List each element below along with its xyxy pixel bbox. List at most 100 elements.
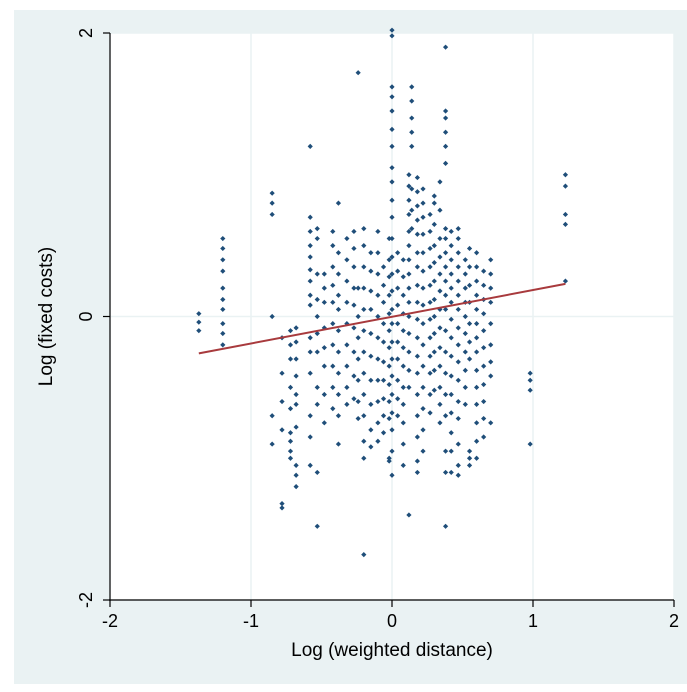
data-point [389, 427, 395, 433]
data-point [307, 214, 313, 220]
data-point [293, 325, 299, 331]
data-point [314, 313, 320, 320]
data-point [466, 462, 473, 468]
data-point [389, 126, 395, 132]
data-point [474, 438, 480, 444]
data-point [389, 391, 395, 398]
data-point [386, 458, 392, 464]
data-point [455, 472, 461, 478]
data-point [474, 292, 480, 298]
data-point [380, 282, 387, 288]
data-point [455, 441, 461, 447]
x-tick-label: 1 [528, 611, 538, 631]
data-point [344, 278, 350, 284]
data-point [355, 398, 361, 405]
data-point [196, 311, 202, 317]
data-point [442, 328, 449, 334]
data-point [293, 424, 299, 430]
data-point [409, 129, 415, 135]
data-point [335, 413, 342, 419]
data-point [400, 420, 406, 426]
data-point [527, 387, 533, 393]
data-point [293, 373, 299, 379]
data-point [431, 278, 437, 284]
data-point [442, 523, 449, 529]
data-point [437, 207, 443, 213]
data-point [462, 349, 468, 355]
data-point [427, 264, 433, 270]
data-point [269, 313, 275, 320]
data-point [406, 271, 412, 277]
data-point [307, 143, 313, 149]
data-point [287, 384, 294, 390]
data-point [431, 387, 437, 393]
data-point [287, 342, 294, 348]
data-point [220, 235, 226, 242]
data-point [474, 367, 480, 373]
data-point [437, 401, 443, 407]
data-point [344, 342, 350, 348]
data-point [406, 228, 412, 235]
data-point [314, 330, 320, 337]
data-point [314, 469, 320, 476]
data-point [442, 235, 449, 242]
data-point [414, 434, 420, 440]
data-point [455, 359, 461, 365]
data-point [196, 319, 202, 325]
data-point [409, 143, 415, 149]
data-point [414, 174, 420, 181]
data-point [335, 349, 342, 355]
data-point [409, 226, 415, 232]
data-point [344, 299, 350, 305]
data-point [386, 274, 392, 280]
data-point [351, 264, 357, 270]
data-point [562, 172, 569, 178]
data-point [488, 271, 494, 277]
data-point [420, 250, 426, 256]
data-point [400, 401, 406, 407]
data-point [427, 211, 433, 218]
data-point [488, 299, 494, 305]
data-point [442, 448, 449, 454]
data-point [400, 274, 406, 280]
data-point [307, 434, 313, 440]
data-point [269, 413, 275, 419]
data-point [321, 299, 327, 305]
data-point [375, 228, 381, 235]
data-point [380, 299, 387, 305]
data-point [414, 469, 420, 476]
data-point [220, 296, 226, 303]
data-point [414, 189, 420, 195]
data-point [361, 285, 367, 291]
data-point [395, 413, 401, 419]
data-point [389, 84, 395, 90]
data-point [380, 396, 387, 402]
data-point [361, 370, 367, 376]
data-point [474, 420, 480, 426]
data-point [375, 335, 381, 341]
data-point [437, 384, 443, 390]
data-point [389, 143, 395, 149]
data-point [448, 285, 454, 291]
data-point [389, 373, 395, 379]
tick-labels: -2 -1 0 1 2 -2 0 2 [76, 28, 679, 631]
data-point [361, 438, 367, 444]
data-point [414, 370, 420, 376]
data-point [314, 226, 320, 232]
data-point [466, 264, 473, 270]
data-point [287, 455, 294, 461]
data-point [448, 299, 454, 305]
data-point [488, 342, 494, 348]
data-point [321, 285, 327, 291]
y-axis-title: Log (fixed costs) [36, 247, 57, 386]
data-point [293, 484, 299, 490]
data-point [361, 264, 367, 270]
data-point [448, 316, 454, 322]
data-point [389, 197, 395, 203]
data-point [395, 339, 401, 345]
data-point [562, 183, 569, 189]
data-point [466, 245, 473, 252]
data-point [293, 356, 299, 362]
data-point [361, 413, 367, 419]
data-point [431, 221, 437, 227]
